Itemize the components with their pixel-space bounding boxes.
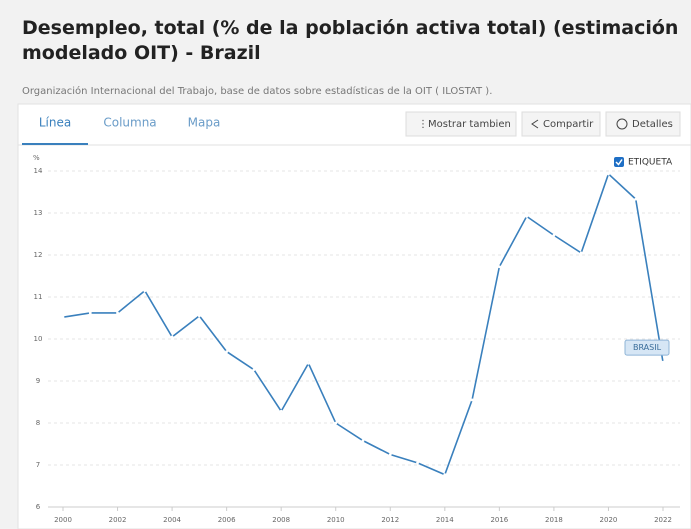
y-tick-label: 8	[36, 419, 40, 427]
info-icon	[616, 118, 628, 130]
x-tick-label: 2020	[600, 516, 618, 524]
series-label-box	[624, 339, 670, 356]
tab[interactable]: Mapa	[188, 116, 221, 130]
y-axis-label: %	[33, 154, 40, 162]
series-label: BRASIL	[633, 343, 662, 352]
point	[416, 461, 419, 465]
x-tick-label: 2016	[490, 516, 508, 524]
point	[552, 233, 556, 237]
point	[61, 315, 65, 319]
tab[interactable]: Línea	[39, 116, 71, 130]
point	[361, 439, 365, 443]
button-label: Mostrar tambien	[428, 119, 511, 130]
point	[579, 251, 583, 255]
point	[88, 311, 92, 315]
x-tick-label: 2012	[381, 516, 399, 524]
x-tick-label: 2014	[436, 516, 454, 524]
button[interactable]	[605, 111, 681, 137]
point	[634, 197, 638, 201]
x-tick-label: 2008	[272, 516, 290, 524]
point	[443, 473, 447, 477]
button-label: Compartir	[543, 119, 594, 130]
point	[143, 289, 147, 293]
x-tick-label: 2018	[545, 516, 563, 524]
y-tick-label: 14	[34, 167, 43, 175]
y-tick-label: 6	[36, 503, 41, 511]
point	[116, 311, 119, 315]
y-tick-label: 7	[36, 461, 40, 469]
point	[197, 314, 201, 318]
point	[170, 335, 174, 339]
page-title: Desempleo, total (% de la población acti…	[22, 17, 679, 64]
point	[525, 214, 529, 218]
tab[interactable]: Columna	[103, 116, 156, 130]
legend-checkbox[interactable]	[614, 157, 624, 167]
point	[497, 265, 501, 269]
point	[470, 398, 474, 402]
y-tick-label: 9	[36, 377, 40, 385]
x-tick-label: 2002	[109, 516, 127, 524]
point	[279, 409, 283, 413]
point	[334, 421, 338, 425]
button-label: Detalles	[632, 119, 673, 130]
point	[225, 350, 229, 353]
y-tick-label: 10	[34, 335, 43, 343]
button[interactable]	[521, 111, 601, 137]
button[interactable]	[405, 111, 517, 137]
card	[17, 103, 691, 529]
y-tick-label: 12	[34, 251, 43, 259]
x-tick-label: 2010	[327, 516, 345, 524]
point	[661, 360, 665, 364]
x-tick-label: 2004	[163, 516, 181, 524]
legend-label: ETIQUETA	[628, 158, 673, 168]
x-tick-label: 2000	[54, 516, 72, 524]
share-icon	[531, 119, 539, 129]
point	[252, 368, 256, 372]
point	[607, 172, 610, 176]
point	[307, 361, 310, 365]
check	[615, 159, 623, 166]
y-tick-label: 13	[34, 209, 43, 217]
point	[388, 453, 392, 456]
source-note: Organización Internacional del Trabajo, …	[22, 86, 493, 97]
x-tick-label: 2006	[218, 516, 236, 524]
x-tick-label: 2022	[654, 516, 672, 524]
icon: ⋮	[418, 119, 428, 130]
y-tick-label: 11	[34, 293, 43, 301]
